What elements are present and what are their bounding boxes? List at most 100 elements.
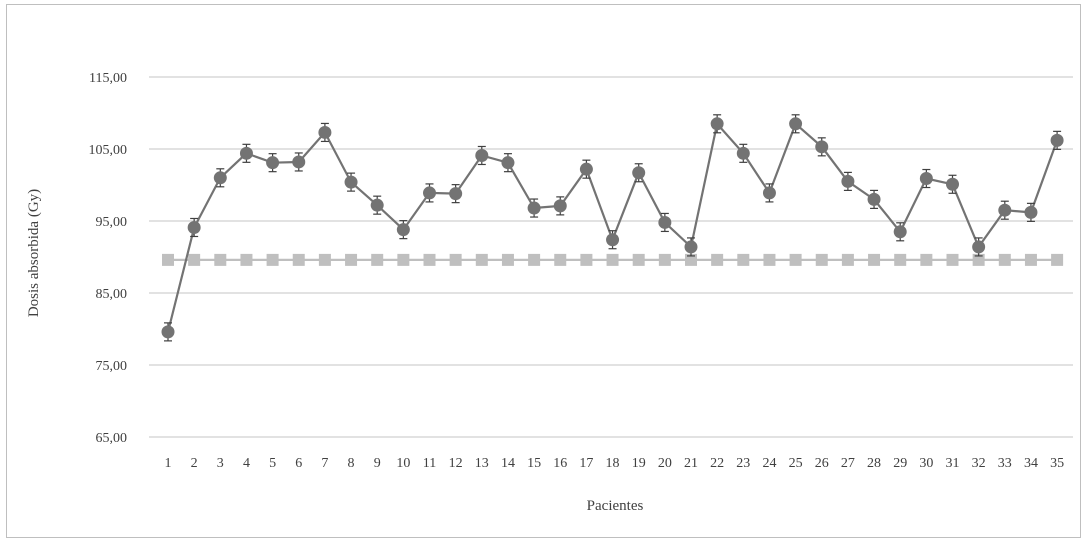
data-point xyxy=(292,155,306,169)
data-point xyxy=(710,117,724,131)
x-tick-label: 19 xyxy=(632,456,646,471)
data-point xyxy=(528,253,541,266)
y-axis-title: Dosis absorbida (Gy) xyxy=(26,189,42,317)
data-point xyxy=(946,253,959,266)
x-tick-label: 11 xyxy=(423,456,436,471)
data-point xyxy=(1050,133,1064,147)
data-point xyxy=(292,253,305,266)
data-point xyxy=(1051,253,1064,266)
x-tick-label: 16 xyxy=(553,456,567,471)
x-tick-label: 29 xyxy=(893,456,907,471)
data-point xyxy=(239,146,253,160)
data-point xyxy=(815,140,829,154)
data-point xyxy=(606,253,619,266)
data-point xyxy=(345,253,358,266)
data-point xyxy=(318,253,331,266)
data-point xyxy=(920,253,933,266)
data-point xyxy=(501,253,514,266)
data-point xyxy=(841,174,855,188)
y-axis-tick-labels: 65,00 75,00 85,00 95,00 105,00 115,00 xyxy=(89,71,128,446)
data-point xyxy=(527,201,541,215)
data-point xyxy=(972,253,985,266)
x-tick-label: 15 xyxy=(527,456,541,471)
data-point xyxy=(213,171,227,185)
data-point xyxy=(815,253,828,266)
x-tick-label: 20 xyxy=(658,456,672,471)
data-point xyxy=(658,253,671,266)
x-tick-label: 14 xyxy=(501,456,515,471)
series xyxy=(161,114,1064,342)
data-point xyxy=(396,223,410,237)
x-tick-label: 21 xyxy=(684,456,698,471)
x-tick-label: 13 xyxy=(475,456,489,471)
y-tick-label: 115,00 xyxy=(89,71,127,86)
data-point xyxy=(737,253,750,266)
y-tick-label: 85,00 xyxy=(96,287,128,302)
data-point xyxy=(998,203,1012,217)
data-point xyxy=(161,325,175,339)
data-point xyxy=(579,162,593,176)
data-point xyxy=(370,198,384,212)
data-point xyxy=(475,253,488,266)
x-tick-label: 12 xyxy=(449,456,463,471)
data-point xyxy=(711,253,724,266)
data-point xyxy=(371,253,384,266)
data-point xyxy=(187,220,201,234)
series-line xyxy=(166,121,1059,333)
data-point xyxy=(867,192,881,206)
data-point xyxy=(553,199,567,213)
x-tick-label: 34 xyxy=(1024,456,1038,471)
y-tick-label: 105,00 xyxy=(89,143,128,158)
data-point xyxy=(318,125,332,139)
series-1 xyxy=(161,114,1064,342)
x-tick-label: 26 xyxy=(815,456,829,471)
data-point xyxy=(423,186,436,200)
data-point xyxy=(893,225,907,239)
x-tick-label: 18 xyxy=(606,456,620,471)
data-point xyxy=(841,253,854,266)
x-axis-title: Pacientes xyxy=(587,498,644,514)
data-point xyxy=(632,166,646,180)
y-tick-label: 65,00 xyxy=(96,431,128,446)
data-point xyxy=(1024,253,1037,266)
data-point xyxy=(762,186,776,200)
data-point xyxy=(763,253,776,266)
data-point xyxy=(397,253,410,266)
x-tick-label: 3 xyxy=(217,456,224,471)
x-tick-label: 7 xyxy=(321,456,328,471)
data-point xyxy=(789,253,802,266)
x-tick-label: 30 xyxy=(919,456,933,471)
data-point xyxy=(344,175,358,189)
data-point xyxy=(972,240,986,254)
x-tick-label: 31 xyxy=(946,456,960,471)
x-tick-label: 8 xyxy=(348,456,355,471)
data-point xyxy=(501,156,515,170)
data-point xyxy=(580,253,593,266)
data-point xyxy=(684,240,698,254)
data-point xyxy=(685,253,697,266)
data-point xyxy=(188,253,201,266)
x-tick-label: 1 xyxy=(165,456,172,471)
data-point xyxy=(606,233,620,247)
data-point xyxy=(449,187,463,201)
data-point xyxy=(919,172,933,186)
x-tick-label: 4 xyxy=(243,456,250,471)
x-axis-tick-labels: 1 2 3 4 5 6 7 8 9 10 11 12 13 14 15 16 17 18 19 20 21 22 23 24 2… xyxy=(165,456,1065,471)
data-point xyxy=(632,253,645,266)
data-point xyxy=(1024,205,1038,219)
x-tick-label: 2 xyxy=(191,456,198,471)
data-point xyxy=(946,177,959,191)
data-point xyxy=(449,253,462,266)
data-point xyxy=(266,253,279,266)
data-point xyxy=(868,253,881,266)
x-tick-label: 17 xyxy=(579,456,593,471)
data-point xyxy=(423,253,436,266)
y-tick-label: 75,00 xyxy=(96,359,128,374)
x-tick-label: 25 xyxy=(789,456,803,471)
data-point xyxy=(240,253,253,266)
x-tick-label: 5 xyxy=(269,456,276,471)
x-tick-label: 35 xyxy=(1050,456,1064,471)
y-tick-label: 95,00 xyxy=(96,215,128,230)
